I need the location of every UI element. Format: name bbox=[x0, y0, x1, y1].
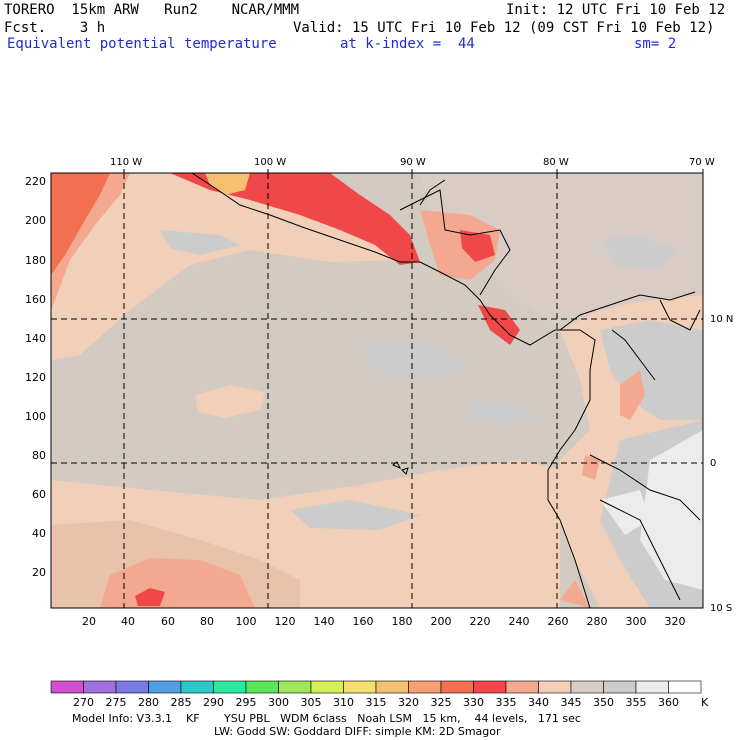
colorbar-swatch bbox=[473, 680, 507, 694]
colorbar-label: 285 bbox=[171, 696, 192, 709]
graticule bbox=[51, 173, 703, 608]
init-time: Init: 12 UTC Fri 10 Feb 12 bbox=[506, 2, 726, 18]
colorbar-swatch bbox=[408, 680, 442, 694]
smoothing: sm= 2 bbox=[634, 36, 677, 52]
map-frame bbox=[50, 172, 704, 609]
colorbar-swatch bbox=[50, 680, 84, 694]
colorbar-label: 335 bbox=[496, 696, 517, 709]
model-info: Model Info: V3.3.1 KF YSU PBL WDM 6class… bbox=[72, 712, 581, 725]
colorbar-swatch bbox=[440, 680, 474, 694]
x-tick: 220 bbox=[470, 615, 491, 628]
colorbar-label: 300 bbox=[268, 696, 289, 709]
lon-label-100w: 100 W bbox=[254, 157, 286, 168]
colorbar-label: 310 bbox=[333, 696, 354, 709]
theta-e-field bbox=[51, 173, 703, 608]
y-tick: 60 bbox=[32, 488, 46, 501]
colorbar-swatch bbox=[310, 680, 344, 694]
colorbar-swatch bbox=[180, 680, 214, 694]
colorbar-swatch bbox=[603, 680, 637, 694]
lon-label-110w: 110 W bbox=[110, 157, 142, 168]
colorbar-label: 280 bbox=[138, 696, 159, 709]
x-tick: 40 bbox=[121, 615, 135, 628]
colorbar-label: 340 bbox=[528, 696, 549, 709]
field-name: Equivalent potential temperature bbox=[7, 36, 277, 52]
x-tick: 240 bbox=[509, 615, 530, 628]
x-tick: 280 bbox=[587, 615, 608, 628]
x-tick: 80 bbox=[200, 615, 214, 628]
colorbar-swatch bbox=[668, 680, 702, 694]
colorbar-swatch bbox=[245, 680, 279, 694]
y-tick: 120 bbox=[25, 371, 46, 384]
colorbar-label: 270 bbox=[73, 696, 94, 709]
x-tick: 180 bbox=[392, 615, 413, 628]
colorbar: 270 275 280 285 290 295 300 305 310 315 320 325 330 3… bbox=[50, 680, 709, 709]
lon-ticks-top bbox=[123, 169, 704, 173]
colorbar-label: 315 bbox=[366, 696, 387, 709]
x-tick: 160 bbox=[353, 615, 374, 628]
x-tick: 20 bbox=[82, 615, 96, 628]
y-tick: 80 bbox=[32, 449, 46, 462]
y-tick-labels: 220 200 180 160 140 120 100 80 60 40 20 bbox=[25, 175, 46, 579]
colorbar-swatch bbox=[343, 680, 377, 694]
colorbar-label: 350 bbox=[593, 696, 614, 709]
x-tick: 140 bbox=[314, 615, 335, 628]
y-tick: 140 bbox=[25, 332, 46, 345]
colorbar-swatch bbox=[570, 680, 604, 694]
colorbar-label: 325 bbox=[431, 696, 452, 709]
forecast-hour: Fcst. 3 h bbox=[4, 20, 106, 36]
colorbar-swatch bbox=[505, 680, 539, 694]
y-tick: 220 bbox=[25, 175, 46, 188]
colorbar-swatch bbox=[635, 680, 669, 694]
x-tick: 300 bbox=[626, 615, 647, 628]
y-tick: 20 bbox=[32, 566, 46, 579]
x-tick: 120 bbox=[275, 615, 296, 628]
colorbar-label: 290 bbox=[203, 696, 224, 709]
colorbar-swatch bbox=[83, 680, 117, 694]
k-index: at k-index = 44 bbox=[340, 36, 475, 52]
lon-label-90w: 90 W bbox=[400, 157, 426, 168]
x-tick: 60 bbox=[161, 615, 175, 628]
colorbar-label: 295 bbox=[236, 696, 257, 709]
y-tick: 200 bbox=[25, 214, 46, 227]
colorbar-label: 355 bbox=[626, 696, 647, 709]
colorbar-swatch bbox=[538, 680, 572, 694]
y-tick: 100 bbox=[25, 410, 46, 423]
x-tick: 260 bbox=[548, 615, 569, 628]
colorbar-label: 345 bbox=[561, 696, 582, 709]
colorbar-label: 330 bbox=[463, 696, 484, 709]
colorbar-swatch bbox=[375, 680, 409, 694]
lon-label-80w: 80 W bbox=[543, 157, 569, 168]
colorbar-label: 305 bbox=[301, 696, 322, 709]
colorbar-swatch bbox=[278, 680, 312, 694]
y-tick: 40 bbox=[32, 527, 46, 540]
valid-time: Valid: 15 UTC Fri 10 Feb 12 (09 CST Fri … bbox=[293, 20, 715, 36]
y-tick: 160 bbox=[25, 293, 46, 306]
x-tick: 320 bbox=[665, 615, 686, 628]
lon-label-70w: 70 W bbox=[689, 157, 715, 168]
lat-label-10s: 10 S bbox=[710, 603, 732, 614]
physics-info: LW: Godd SW: Goddard DIFF: simple KM: 2D… bbox=[214, 725, 501, 738]
colorbar-swatch bbox=[213, 680, 247, 694]
y-tick: 180 bbox=[25, 254, 46, 267]
colorbar-swatch bbox=[148, 680, 182, 694]
colorbar-label: 320 bbox=[398, 696, 419, 709]
model-title: TORERO 15km ARW Run2 NCAR/MMM bbox=[4, 2, 300, 18]
lat-label-0: 0 bbox=[710, 458, 716, 469]
colorbar-label: 360 bbox=[658, 696, 679, 709]
colorbar-swatch bbox=[115, 680, 149, 694]
colorbar-unit: K bbox=[701, 696, 709, 709]
colorbar-label: 275 bbox=[106, 696, 127, 709]
lat-label-10n: 10 N bbox=[710, 314, 733, 325]
x-tick: 200 bbox=[431, 615, 452, 628]
x-tick: 100 bbox=[236, 615, 257, 628]
x-tick-labels: 20 40 60 80 100 120 140 160 180 200 220 … bbox=[82, 615, 686, 628]
